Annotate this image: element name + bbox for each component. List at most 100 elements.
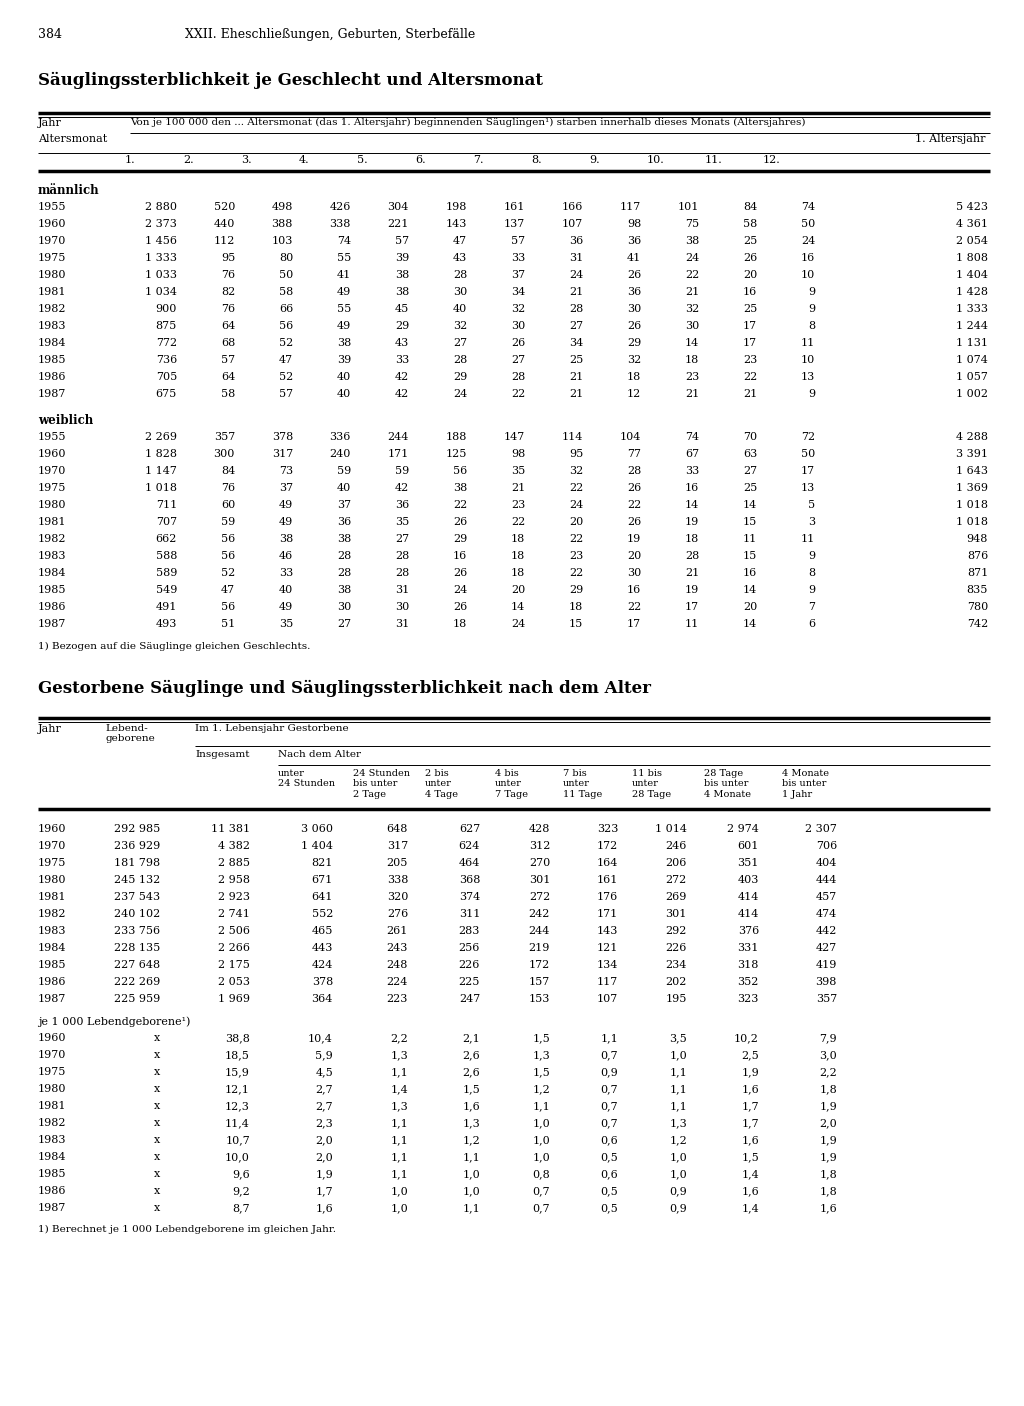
Text: 22: 22 (511, 389, 525, 399)
Text: 1 014: 1 014 (655, 824, 687, 834)
Text: Nach dem Alter: Nach dem Alter (278, 749, 361, 759)
Text: x: x (154, 1084, 160, 1094)
Text: 1,1: 1,1 (390, 1152, 408, 1161)
Text: 25: 25 (568, 354, 583, 366)
Text: 176: 176 (597, 891, 618, 903)
Text: 9: 9 (808, 585, 815, 595)
Text: 404: 404 (816, 858, 837, 868)
Text: x: x (154, 1204, 160, 1213)
Text: 465: 465 (311, 927, 333, 936)
Text: 240 102: 240 102 (114, 910, 160, 920)
Text: 172: 172 (597, 841, 618, 851)
Text: 1975: 1975 (38, 253, 67, 263)
Text: 47: 47 (453, 236, 467, 246)
Text: 876: 876 (967, 551, 988, 561)
Text: 34: 34 (568, 337, 583, 349)
Text: 16: 16 (742, 568, 757, 578)
Text: 1 643: 1 643 (956, 465, 988, 477)
Text: 45: 45 (394, 304, 409, 314)
Text: 16: 16 (627, 585, 641, 595)
Text: 101: 101 (678, 202, 699, 212)
Text: 1,9: 1,9 (741, 1067, 759, 1077)
Text: 43: 43 (394, 337, 409, 349)
Text: 1,6: 1,6 (741, 1084, 759, 1094)
Text: 117: 117 (597, 977, 618, 987)
Text: 28: 28 (394, 551, 409, 561)
Text: 428: 428 (528, 824, 550, 834)
Text: 1,1: 1,1 (670, 1084, 687, 1094)
Text: 3 060: 3 060 (301, 824, 333, 834)
Text: 1986: 1986 (38, 1187, 67, 1197)
Text: 1 002: 1 002 (956, 389, 988, 399)
Text: 29: 29 (453, 534, 467, 544)
Text: 588: 588 (156, 551, 177, 561)
Text: 1,3: 1,3 (390, 1050, 408, 1060)
Text: 705: 705 (156, 373, 177, 382)
Text: 1,3: 1,3 (670, 1118, 687, 1128)
Text: 33: 33 (394, 354, 409, 366)
Text: 948: 948 (967, 534, 988, 544)
Text: 24: 24 (568, 270, 583, 280)
Text: 1,6: 1,6 (462, 1101, 480, 1111)
Text: 1981: 1981 (38, 891, 67, 903)
Text: 18: 18 (511, 551, 525, 561)
Text: 301: 301 (528, 875, 550, 884)
Text: 2 054: 2 054 (956, 236, 988, 246)
Text: 8: 8 (808, 568, 815, 578)
Text: 22: 22 (568, 568, 583, 578)
Text: Insgesamt: Insgesamt (195, 749, 250, 759)
Text: 18: 18 (685, 534, 699, 544)
Text: 11 381: 11 381 (211, 824, 250, 834)
Text: 357: 357 (214, 432, 234, 441)
Text: 28: 28 (394, 568, 409, 578)
Text: 153: 153 (528, 994, 550, 1004)
Text: 1 456: 1 456 (145, 236, 177, 246)
Text: 36: 36 (394, 501, 409, 510)
Text: 352: 352 (737, 977, 759, 987)
Text: 171: 171 (388, 449, 409, 458)
Text: 2 307: 2 307 (805, 824, 837, 834)
Text: 1980: 1980 (38, 501, 67, 510)
Text: 29: 29 (453, 373, 467, 382)
Text: 1,1: 1,1 (390, 1118, 408, 1128)
Text: 2 506: 2 506 (218, 927, 250, 936)
Text: 5.: 5. (357, 155, 368, 165)
Text: je 1 000 Lebendgeborene¹): je 1 000 Lebendgeborene¹) (38, 1017, 190, 1026)
Text: 73: 73 (279, 465, 293, 477)
Text: 40: 40 (279, 585, 293, 595)
Text: 67: 67 (685, 449, 699, 458)
Text: 20: 20 (627, 551, 641, 561)
Text: 10,4: 10,4 (308, 1033, 333, 1043)
Text: 474: 474 (816, 910, 837, 920)
Text: 0,9: 0,9 (670, 1204, 687, 1213)
Text: 364: 364 (311, 994, 333, 1004)
Text: 1 033: 1 033 (145, 270, 177, 280)
Text: 161: 161 (597, 875, 618, 884)
Text: 24: 24 (568, 501, 583, 510)
Text: 27: 27 (511, 354, 525, 366)
Text: 1983: 1983 (38, 1135, 67, 1144)
Text: 7: 7 (808, 602, 815, 612)
Text: 20: 20 (742, 602, 757, 612)
Text: 601: 601 (737, 841, 759, 851)
Text: 37: 37 (279, 484, 293, 494)
Text: 14: 14 (742, 619, 757, 628)
Text: 323: 323 (597, 824, 618, 834)
Text: 368: 368 (459, 875, 480, 884)
Text: 74: 74 (801, 202, 815, 212)
Text: 1955: 1955 (38, 432, 67, 441)
Text: 28: 28 (627, 465, 641, 477)
Text: 4 Monate
bis unter
1 Jahr: 4 Monate bis unter 1 Jahr (782, 769, 829, 799)
Text: 9: 9 (808, 551, 815, 561)
Text: 1981: 1981 (38, 287, 67, 297)
Text: 1,5: 1,5 (741, 1152, 759, 1161)
Text: 36: 36 (627, 287, 641, 297)
Text: x: x (154, 1135, 160, 1144)
Text: 77: 77 (627, 449, 641, 458)
Text: 300: 300 (214, 449, 234, 458)
Text: 22: 22 (627, 602, 641, 612)
Text: 2 880: 2 880 (145, 202, 177, 212)
Text: Von je 100 000 den ... Altersmonat (das 1. Altersjahr) beginnenden Säuglingen¹) : Von je 100 000 den ... Altersmonat (das … (130, 118, 806, 127)
Text: 121: 121 (597, 943, 618, 953)
Text: 11,4: 11,4 (225, 1118, 250, 1128)
